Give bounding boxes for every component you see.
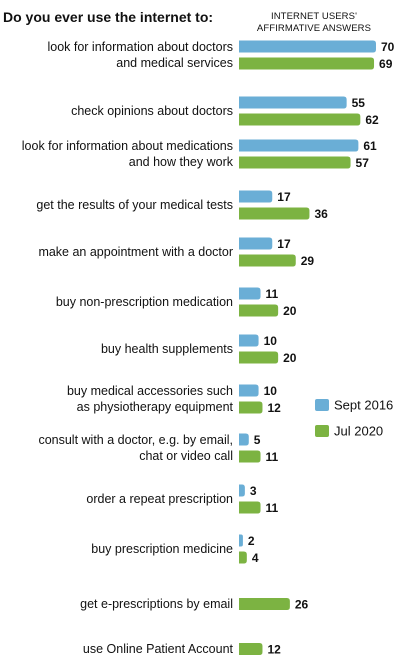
category-label: order a repeat prescription xyxy=(86,492,233,506)
value-label: 20 xyxy=(283,351,297,365)
category-label: and medical services xyxy=(116,56,233,70)
bar-jul-2020 xyxy=(239,57,375,70)
bar-sept-2016 xyxy=(239,433,249,446)
value-label: 17 xyxy=(277,237,291,251)
bar-jul-2020 xyxy=(239,501,261,514)
category-label: buy non-prescription medication xyxy=(56,295,233,309)
bar-sept-2016 xyxy=(239,484,245,497)
value-label: 2 xyxy=(248,534,255,548)
bar-sept-2016 xyxy=(239,287,261,300)
bar-jul-2020 xyxy=(239,450,261,463)
bar-jul-2020 xyxy=(239,254,296,267)
legend-swatch xyxy=(315,425,329,437)
value-label: 12 xyxy=(267,643,281,657)
category-label: consult with a doctor, e.g. by email, xyxy=(38,433,233,447)
value-label: 4 xyxy=(252,551,259,565)
bar-sept-2016 xyxy=(239,237,273,250)
legend: Sept 2016 Jul 2020 xyxy=(315,398,393,439)
bar-jul-2020 xyxy=(239,551,247,564)
category-label: get the results of your medical tests xyxy=(36,198,233,212)
category-label: chat or video call xyxy=(139,449,233,463)
value-label: 57 xyxy=(356,156,370,170)
category-label: buy prescription medicine xyxy=(91,542,233,556)
value-label: 3 xyxy=(250,484,257,498)
value-header-line-2: AFFIRMATIVE ANSWERS xyxy=(257,23,371,34)
legend-label: Sept 2016 xyxy=(334,398,393,413)
value-label: 10 xyxy=(264,334,278,348)
bar-sept-2016 xyxy=(239,534,243,547)
bar-sept-2016 xyxy=(239,96,347,109)
category-label: and how they work xyxy=(129,155,234,169)
bar-sept-2016 xyxy=(239,334,259,347)
value-label: 5 xyxy=(254,433,261,447)
value-label: 69 xyxy=(379,57,393,71)
bars-group: look for information about doctors and me… xyxy=(22,40,395,657)
value-label: 20 xyxy=(283,304,297,318)
category-label: check opinions about doctors xyxy=(71,104,233,118)
bar-jul-2020 xyxy=(239,401,263,414)
chart-title: Do you ever use the internet to: xyxy=(3,9,213,25)
category-label: get e-prescriptions by email xyxy=(80,597,233,611)
bar-sept-2016 xyxy=(239,190,273,203)
value-label: 62 xyxy=(365,113,379,127)
category-label: look for information about doctors xyxy=(47,40,233,54)
bar-sept-2016 xyxy=(239,384,259,397)
category-label: use Online Patient Account xyxy=(83,642,234,656)
value-label: 26 xyxy=(295,598,309,612)
value-label: 11 xyxy=(266,501,279,515)
value-header-line-1: INTERNET USERS' xyxy=(271,11,357,22)
value-label: 61 xyxy=(363,139,377,153)
bar-jul-2020 xyxy=(239,643,263,655)
bar-jul-2020 xyxy=(239,113,361,126)
value-label: 17 xyxy=(277,190,291,204)
value-label: 11 xyxy=(266,287,279,301)
bar-jul-2020 xyxy=(239,156,351,169)
bar-sept-2016 xyxy=(239,139,359,152)
category-label: buy medical accessories such xyxy=(67,384,233,398)
category-label: as physiotherapy equipment xyxy=(77,400,234,414)
category-label: buy health supplements xyxy=(101,342,233,356)
bar-jul-2020 xyxy=(239,207,310,220)
category-label: make an appointment with a doctor xyxy=(38,245,233,259)
value-label: 55 xyxy=(352,96,366,110)
legend-swatch xyxy=(315,399,329,411)
bar-jul-2020 xyxy=(239,351,279,364)
legend-label: Jul 2020 xyxy=(334,424,383,439)
value-label: 70 xyxy=(381,40,395,54)
value-label: 10 xyxy=(264,384,278,398)
bar-jul-2020 xyxy=(239,304,279,317)
bar-sept-2016 xyxy=(239,40,376,53)
value-label: 29 xyxy=(301,254,315,268)
value-label: 11 xyxy=(266,450,279,464)
category-label: look for information about medications xyxy=(22,139,233,153)
bar-jul-2020 xyxy=(239,598,290,610)
value-label: 36 xyxy=(314,207,328,221)
value-label: 12 xyxy=(267,401,281,415)
